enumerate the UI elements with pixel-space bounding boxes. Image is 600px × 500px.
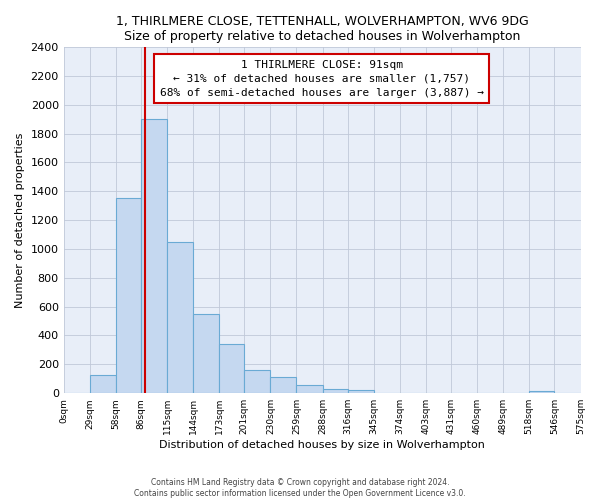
- Bar: [116, 198, 141, 393]
- Bar: [167, 242, 193, 393]
- Bar: [90, 375, 116, 393]
- X-axis label: Distribution of detached houses by size in Wolverhampton: Distribution of detached houses by size …: [159, 440, 485, 450]
- Text: 1 THIRLMERE CLOSE: 91sqm
← 31% of detached houses are smaller (1,757)
68% of sem: 1 THIRLMERE CLOSE: 91sqm ← 31% of detach…: [160, 60, 484, 98]
- Bar: [529, 391, 554, 393]
- Bar: [348, 390, 374, 393]
- Bar: [296, 384, 323, 393]
- Bar: [271, 378, 296, 393]
- Bar: [323, 389, 348, 393]
- Bar: [141, 119, 167, 393]
- Title: 1, THIRLMERE CLOSE, TETTENHALL, WOLVERHAMPTON, WV6 9DG
Size of property relative: 1, THIRLMERE CLOSE, TETTENHALL, WOLVERHA…: [116, 15, 529, 43]
- Bar: [244, 370, 271, 393]
- Y-axis label: Number of detached properties: Number of detached properties: [15, 132, 25, 308]
- Text: Contains HM Land Registry data © Crown copyright and database right 2024.
Contai: Contains HM Land Registry data © Crown c…: [134, 478, 466, 498]
- Bar: [219, 344, 244, 393]
- Bar: [193, 314, 219, 393]
